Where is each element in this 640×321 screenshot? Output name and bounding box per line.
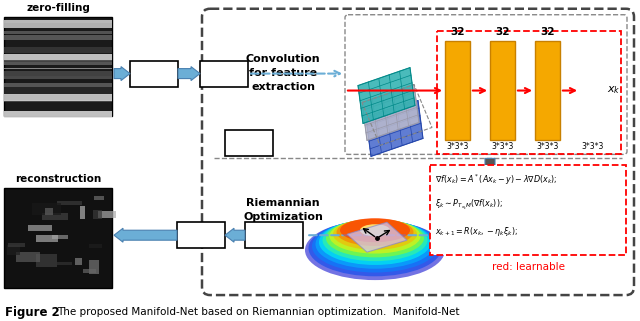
Bar <box>4 17 112 117</box>
Bar <box>52 235 68 239</box>
Text: Riemannian
Optimization: Riemannian Optimization <box>243 198 323 222</box>
Bar <box>225 130 273 156</box>
Bar <box>4 30 112 34</box>
Polygon shape <box>483 158 497 178</box>
Bar <box>4 100 112 102</box>
Bar <box>245 222 303 248</box>
Bar <box>4 61 112 65</box>
Ellipse shape <box>330 219 420 254</box>
Bar <box>88 244 102 248</box>
Text: $\xi_k \sim P_{T_{x_k}M}(\nabla f(x_k));$: $\xi_k \sim P_{T_{x_k}M}(\nabla f(x_k));… <box>435 198 503 213</box>
Polygon shape <box>358 68 415 124</box>
Text: iter 2: iter 2 <box>210 69 238 79</box>
Polygon shape <box>178 66 200 81</box>
Ellipse shape <box>308 220 442 276</box>
Bar <box>93 210 102 219</box>
Bar <box>79 206 85 219</box>
Text: $x_{k+1} = R(x_k, -\eta_k\xi_k);$: $x_{k+1} = R(x_k, -\eta_k\xi_k);$ <box>435 225 518 238</box>
Bar <box>16 252 40 262</box>
Bar <box>99 211 116 218</box>
Ellipse shape <box>360 224 390 236</box>
Ellipse shape <box>326 219 424 257</box>
Bar <box>8 243 25 247</box>
Bar <box>57 201 82 205</box>
Bar <box>42 213 68 220</box>
Bar <box>430 165 626 255</box>
Bar <box>4 22 112 28</box>
Bar <box>437 31 621 154</box>
Bar <box>4 62 112 65</box>
Ellipse shape <box>319 220 431 265</box>
Ellipse shape <box>340 218 410 242</box>
FancyBboxPatch shape <box>202 9 634 295</box>
Polygon shape <box>362 84 419 140</box>
Bar <box>4 111 112 118</box>
Text: $\nabla f(x_k) = A^*(Ax_k - y) - \lambda\nabla D(x_k);$: $\nabla f(x_k) = A^*(Ax_k - y) - \lambda… <box>435 172 557 187</box>
Polygon shape <box>366 100 423 156</box>
Bar <box>4 60 112 65</box>
Bar <box>535 41 560 140</box>
Bar <box>4 76 112 79</box>
Text: 32: 32 <box>451 27 465 37</box>
Bar <box>46 262 72 265</box>
Text: iter 1: iter 1 <box>140 69 168 79</box>
Bar <box>4 188 112 288</box>
Text: 3*3*3: 3*3*3 <box>536 143 559 152</box>
Ellipse shape <box>316 220 435 269</box>
Text: iter k: iter k <box>236 138 262 148</box>
Polygon shape <box>347 222 407 252</box>
FancyBboxPatch shape <box>345 15 627 154</box>
Bar <box>28 225 52 231</box>
Ellipse shape <box>323 219 428 261</box>
Bar <box>445 41 470 140</box>
Bar <box>4 94 112 101</box>
Text: 3*3*3: 3*3*3 <box>446 143 468 152</box>
Bar <box>177 222 225 248</box>
Text: reconstruction: reconstruction <box>15 174 101 184</box>
Bar <box>4 54 112 60</box>
Bar <box>4 71 112 79</box>
Polygon shape <box>114 66 130 81</box>
Bar <box>36 235 58 242</box>
Bar <box>94 196 104 200</box>
Bar <box>36 254 57 267</box>
Text: zero-filling: zero-filling <box>26 3 90 13</box>
Ellipse shape <box>337 219 413 246</box>
Bar <box>4 83 112 87</box>
Text: 32: 32 <box>495 27 509 37</box>
Bar <box>4 68 112 69</box>
Bar <box>83 269 96 273</box>
Bar <box>4 87 112 95</box>
Text: iter K-1: iter K-1 <box>255 230 292 240</box>
Text: Figure 2: Figure 2 <box>5 306 60 318</box>
Bar <box>76 257 83 265</box>
Ellipse shape <box>305 220 445 280</box>
Bar <box>33 203 61 215</box>
Bar <box>90 260 99 274</box>
Bar <box>4 20 112 23</box>
Ellipse shape <box>312 220 438 273</box>
Bar <box>7 246 20 255</box>
Text: The proposed Manifold-Net based on Riemannian optimization.  Manifold-Net: The proposed Manifold-Net based on Riema… <box>57 307 460 317</box>
Text: 32: 32 <box>540 27 555 37</box>
Text: 3*3*3: 3*3*3 <box>492 143 514 152</box>
Ellipse shape <box>333 219 417 250</box>
Text: Convolution
for feature
extraction: Convolution for feature extraction <box>246 54 320 91</box>
Bar <box>4 47 112 53</box>
Bar <box>4 77 112 79</box>
Text: iter K: iter K <box>187 230 215 240</box>
Text: 3*3*3: 3*3*3 <box>581 143 604 152</box>
Bar <box>490 41 515 140</box>
Bar <box>200 61 248 87</box>
Text: $x_k$: $x_k$ <box>607 85 621 96</box>
Bar <box>130 61 178 87</box>
Polygon shape <box>225 228 245 242</box>
Text: red: learnable: red: learnable <box>492 262 564 272</box>
Polygon shape <box>114 228 177 242</box>
Bar <box>4 35 112 40</box>
Bar <box>45 208 53 215</box>
